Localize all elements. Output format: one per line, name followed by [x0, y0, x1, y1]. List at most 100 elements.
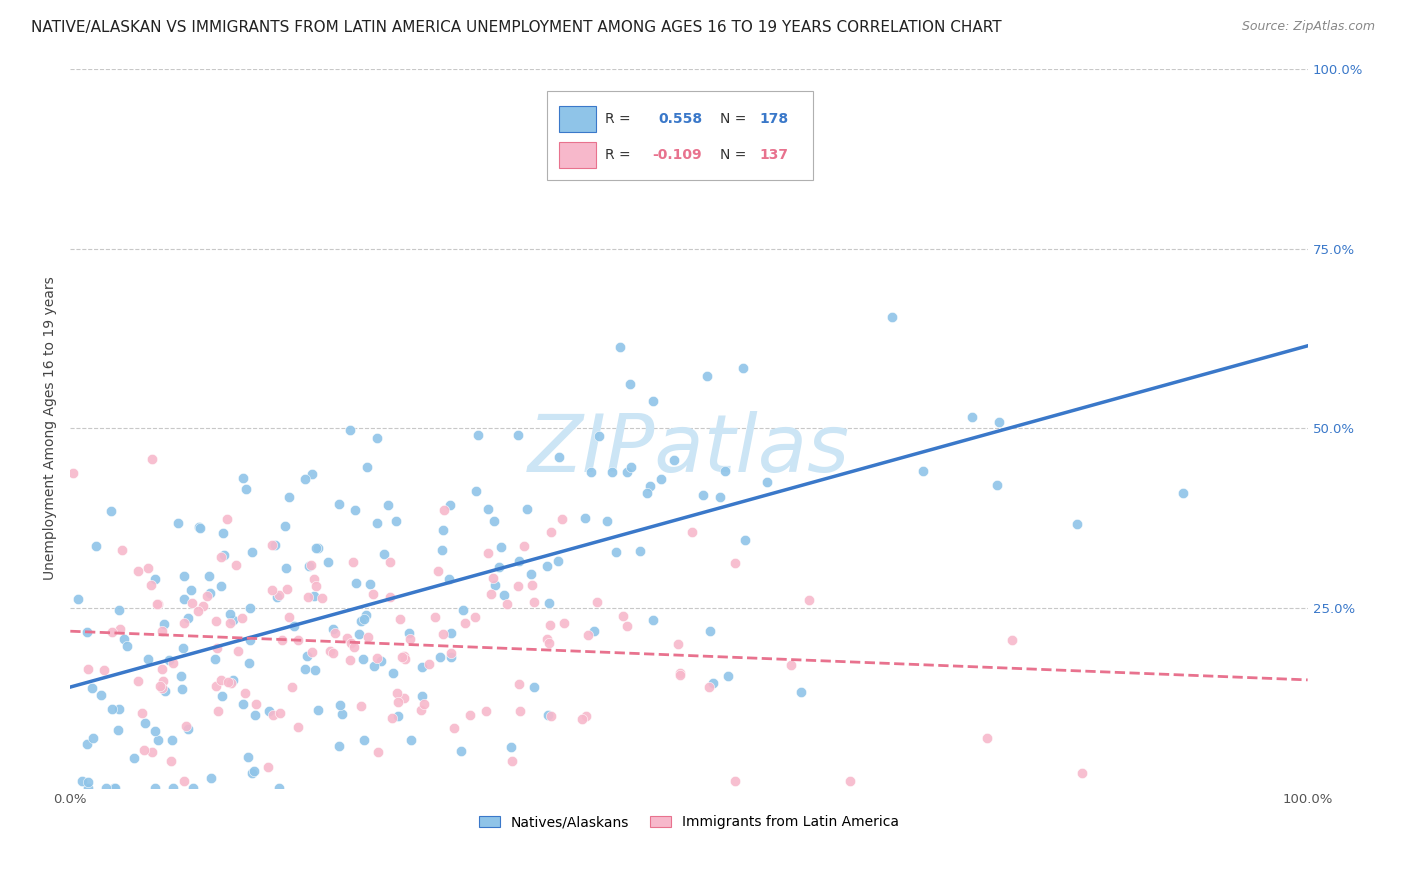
Point: [387, 695, 409, 709]
Point: [336, 631, 359, 645]
Point: [440, 649, 463, 664]
Point: [464, 610, 486, 624]
Point: [344, 503, 367, 517]
Point: [551, 512, 574, 526]
Point: [131, 706, 153, 720]
Point: [209, 673, 232, 687]
Point: [713, 464, 735, 478]
Point: [439, 498, 461, 512]
Point: [616, 619, 638, 633]
Point: [162, 780, 184, 795]
Text: R =: R =: [605, 112, 636, 126]
Point: [101, 624, 124, 639]
Text: N =: N =: [720, 112, 751, 126]
Point: [152, 674, 174, 689]
Point: [346, 575, 368, 590]
Point: [262, 538, 284, 552]
Point: [127, 673, 149, 688]
Point: [522, 680, 544, 694]
Point: [257, 704, 280, 718]
Point: [398, 625, 420, 640]
Point: [385, 514, 408, 528]
Point: [411, 689, 433, 703]
Point: [108, 702, 131, 716]
Point: [215, 511, 238, 525]
Point: [298, 559, 321, 574]
Point: [339, 653, 361, 667]
Point: [363, 659, 385, 673]
Point: [181, 780, 204, 795]
Point: [150, 624, 173, 638]
Point: [226, 644, 249, 658]
Point: [274, 518, 297, 533]
Point: [356, 608, 378, 623]
Point: [260, 583, 283, 598]
Point: [162, 656, 184, 670]
Point: [191, 599, 214, 613]
Point: [696, 369, 718, 384]
Point: [516, 502, 538, 516]
Point: [976, 731, 998, 746]
Point: [207, 641, 229, 656]
Point: [501, 754, 523, 768]
Point: [222, 613, 245, 627]
Point: [440, 646, 463, 660]
Point: [638, 478, 661, 492]
Point: [986, 478, 1008, 492]
Point: [353, 612, 375, 626]
Point: [702, 675, 724, 690]
Point: [484, 578, 506, 592]
Point: [329, 698, 352, 713]
Point: [681, 525, 703, 540]
Point: [437, 573, 460, 587]
Point: [477, 546, 499, 560]
Point: [717, 669, 740, 683]
Point: [269, 706, 291, 720]
Point: [76, 780, 98, 795]
Point: [536, 558, 558, 573]
Point: [127, 564, 149, 578]
Point: [547, 554, 569, 568]
Point: [269, 780, 291, 795]
Point: [170, 669, 193, 683]
Point: [187, 603, 209, 617]
Point: [537, 708, 560, 723]
Point: [508, 579, 530, 593]
Point: [276, 582, 298, 597]
Point: [328, 497, 350, 511]
Point: [588, 429, 610, 443]
Point: [350, 698, 373, 713]
Point: [162, 733, 184, 747]
Point: [495, 597, 517, 611]
Point: [76, 775, 98, 789]
Point: [295, 648, 318, 663]
Point: [160, 754, 183, 768]
Point: [432, 523, 454, 537]
Point: [200, 585, 222, 599]
Point: [307, 703, 329, 717]
Point: [235, 483, 257, 497]
Point: [100, 504, 122, 518]
Point: [200, 771, 222, 785]
Point: [440, 625, 463, 640]
Point: [117, 639, 139, 653]
Point: [443, 721, 465, 735]
Point: [110, 622, 132, 636]
Point: [277, 491, 299, 505]
Point: [82, 681, 104, 696]
Point: [219, 675, 242, 690]
Point: [600, 465, 623, 479]
Point: [301, 467, 323, 482]
Point: [177, 722, 200, 736]
Point: [385, 686, 408, 700]
Point: [148, 597, 170, 611]
Point: [538, 617, 561, 632]
FancyBboxPatch shape: [560, 106, 596, 132]
Point: [155, 684, 177, 698]
Point: [262, 708, 284, 723]
Point: [198, 569, 221, 583]
Point: [146, 597, 169, 611]
Point: [523, 595, 546, 609]
Point: [352, 652, 374, 666]
Text: Source: ZipAtlas.com: Source: ZipAtlas.com: [1241, 20, 1375, 33]
